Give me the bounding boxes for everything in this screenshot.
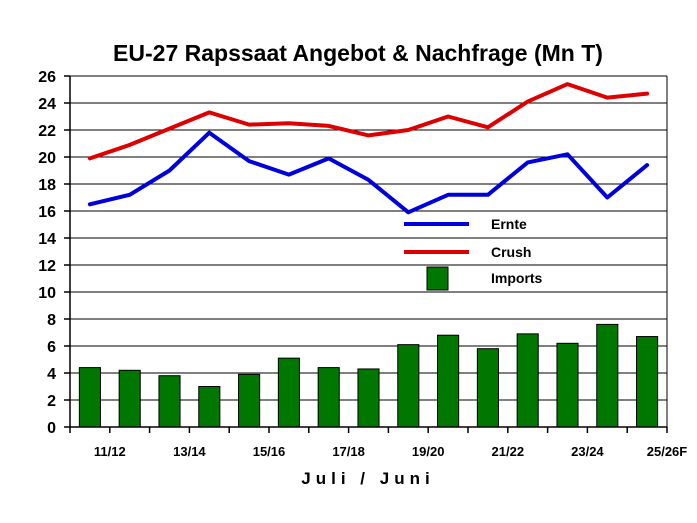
series-lines: [87, 82, 650, 215]
x-tick-label: 23/24: [571, 444, 604, 459]
x-axis-label: Juli / Juni: [301, 469, 434, 488]
bar-imports-11: [516, 333, 539, 428]
y-tick-label: 22: [38, 123, 56, 140]
bar-imports-12: [556, 342, 579, 428]
bar-imports-9: [437, 334, 460, 428]
y-tick-label: 6: [47, 339, 56, 356]
bar-imports-1: [118, 369, 141, 428]
x-tick-label: 15/16: [253, 444, 286, 459]
line-ernte: [87, 130, 650, 215]
bar-imports-2: [158, 375, 181, 428]
bar-imports-3: [198, 386, 221, 428]
legend: Ernte Crush Imports: [404, 216, 543, 291]
bar-imports-0: [78, 367, 101, 428]
y-tick-label: 24: [38, 96, 56, 113]
bar-imports-10: [476, 348, 499, 428]
y-tick-label: 16: [38, 204, 56, 221]
y-tick-label: 12: [38, 258, 56, 275]
chart-title: EU-27 Rapssaat Angebot & Nachfrage (Mn T…: [113, 40, 603, 66]
y-tick-label: 18: [38, 177, 56, 194]
y-tick-label: 10: [38, 285, 56, 302]
bar-imports-8: [397, 344, 420, 428]
x-tick-label: 25/26F: [647, 444, 688, 459]
bar-imports-13: [596, 323, 619, 428]
imports-bars: [78, 323, 659, 428]
x-tick-label: 11/12: [94, 444, 126, 459]
y-tick-label: 2: [47, 393, 56, 410]
legend-label-imports: Imports: [491, 270, 543, 286]
bar-imports-4: [238, 373, 261, 428]
x-tick-label: 17/18: [332, 444, 365, 459]
x-tick-label: 13/14: [173, 444, 206, 459]
x-tick-label: 19/20: [412, 444, 445, 459]
bar-imports-5: [277, 357, 300, 428]
y-tick-label: 26: [38, 69, 56, 86]
legend-swatch-imports: [426, 266, 449, 291]
bar-imports-14: [636, 336, 659, 428]
legend-label-ernte: Ernte: [491, 216, 527, 232]
line-crush: [87, 82, 650, 161]
y-tick-label: 4: [47, 366, 56, 383]
bar-imports-6: [317, 367, 340, 428]
legend-label-crush: Crush: [491, 244, 531, 260]
y-tick-label: 20: [38, 150, 56, 167]
x-tick-labels: 11/12 13/14 15/16 17/18 19/20 21/22 23/24 25/26…: [94, 444, 687, 459]
y-tick-label: 8: [47, 312, 56, 329]
y-tick-label: 14: [38, 231, 56, 248]
y-tick-label: 0: [47, 420, 56, 437]
bar-imports-7: [357, 368, 380, 428]
x-tick-label: 21/22: [492, 444, 525, 459]
axes: [64, 75, 668, 433]
